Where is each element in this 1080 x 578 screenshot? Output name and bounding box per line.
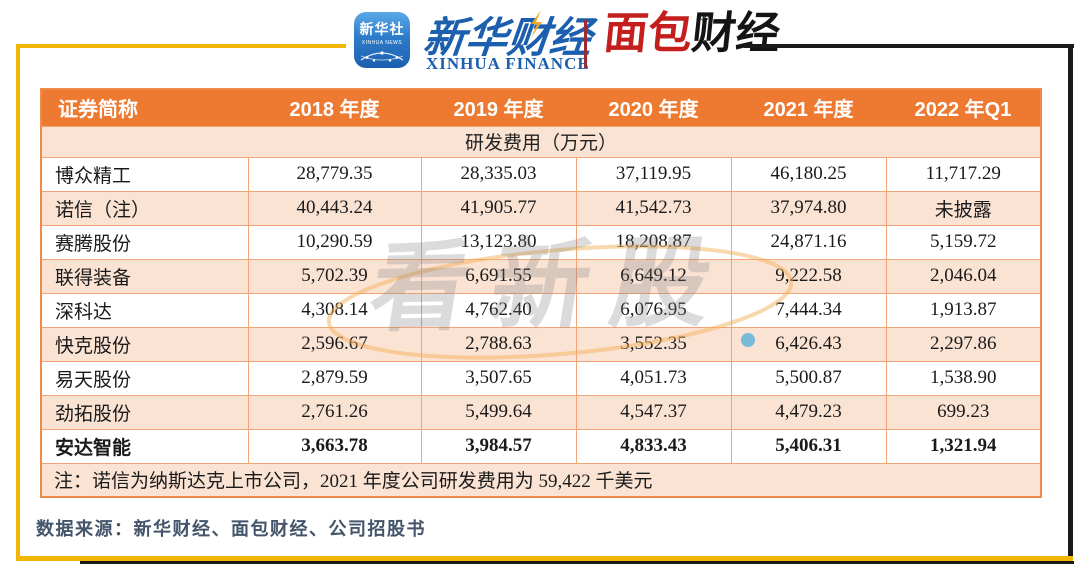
frame-top-gold-line bbox=[16, 44, 346, 48]
col-header-ticker: 证券简称 bbox=[41, 89, 248, 126]
cell-2019: 6,691.55 bbox=[420, 258, 577, 294]
cell-2020: 37,119.95 bbox=[575, 156, 732, 192]
cell-2018: 40,443.24 bbox=[247, 190, 422, 226]
cell-2018: 4,308.14 bbox=[247, 292, 422, 328]
cell-2019: 5,499.64 bbox=[420, 394, 577, 430]
cell-2018: 2,761.26 bbox=[247, 394, 422, 430]
cell-2019: 2,788.63 bbox=[420, 326, 577, 362]
cell-2020: 6,649.12 bbox=[575, 258, 732, 294]
cell-2022q1: 1,913.87 bbox=[885, 292, 1042, 328]
cell-2022q1: 1,538.90 bbox=[885, 360, 1042, 396]
company-name: 赛腾股份 bbox=[40, 224, 249, 260]
logo-divider bbox=[584, 20, 587, 68]
col-header-2019: 2019 年度 bbox=[421, 89, 576, 126]
cell-2018: 28,779.35 bbox=[247, 156, 422, 192]
cell-2021: 46,180.25 bbox=[730, 156, 887, 192]
xinhua-finance-wordmark-en: XINHUA FINANCE bbox=[426, 54, 590, 73]
cell-2021: 5,406.31 bbox=[730, 428, 887, 464]
xinhua-news-icon-subtitle: XINHUA NEWS bbox=[361, 40, 403, 46]
registered-trademark-icon: ® bbox=[700, 10, 709, 24]
table-note-row: 注：诺信为纳斯达克上市公司，2021 年度公司研发费用为 59,422 千美元 bbox=[40, 462, 1042, 498]
col-header-2018: 2018 年度 bbox=[248, 89, 421, 126]
xinhua-news-icon-title: 新华社 bbox=[359, 21, 405, 37]
company-name: 劲拓股份 bbox=[40, 394, 249, 430]
globe-network-icon bbox=[360, 51, 404, 62]
table-row-highlight: 安达智能 3,663.78 3,984.57 4,833.43 5,406.31… bbox=[40, 428, 1042, 464]
cell-2021: 9,222.58 bbox=[730, 258, 887, 294]
cell-2019: 3,507.65 bbox=[420, 360, 577, 396]
frame-bottom-gold-line bbox=[16, 556, 1073, 561]
cell-2019: 41,905.77 bbox=[420, 190, 577, 226]
col-header-2022q1: 2022 年Q1 bbox=[886, 89, 1041, 126]
cell-2018: 3,663.78 bbox=[247, 428, 422, 464]
cell-2022q1: 11,717.29 bbox=[885, 156, 1042, 192]
table-header-row: 证券简称 2018 年度 2019 年度 2020 年度 2021 年度 202… bbox=[41, 89, 1041, 126]
col-header-2021: 2021 年度 bbox=[731, 89, 886, 126]
cell-2018: 2,596.67 bbox=[247, 326, 422, 362]
breadfinance-wordmark-red: 面包 bbox=[601, 9, 695, 58]
company-name: 易天股份 bbox=[40, 360, 249, 396]
table-row: 深科达 4,308.14 4,762.40 6,076.95 7,444.34 … bbox=[40, 292, 1042, 328]
cell-2022q1: 2,046.04 bbox=[885, 258, 1042, 294]
company-name: 诺信（注） bbox=[40, 190, 249, 226]
cell-2021: 4,479.23 bbox=[730, 394, 887, 430]
company-name: 博众精工 bbox=[40, 156, 249, 192]
table-row: 赛腾股份 10,290.59 13,123.80 18,208.87 24,87… bbox=[40, 224, 1042, 260]
table-subheader-row: 研发费用（万元） bbox=[40, 125, 1042, 158]
cell-2020: 18,208.87 bbox=[575, 224, 732, 260]
lightning-accent-icon bbox=[531, 10, 542, 38]
cell-2018: 2,879.59 bbox=[247, 360, 422, 396]
cell-2021: 7,444.34 bbox=[730, 292, 887, 328]
table-row: 博众精工 28,779.35 28,335.03 37,119.95 46,18… bbox=[40, 156, 1042, 192]
rd-expense-table: 证券简称 2018 年度 2019 年度 2020 年度 2021 年度 202… bbox=[40, 88, 1042, 498]
cell-2020: 41,542.73 bbox=[575, 190, 732, 226]
cell-2018: 5,702.39 bbox=[247, 258, 422, 294]
table-note: 注：诺信为纳斯达克上市公司，2021 年度公司研发费用为 59,422 千美元 bbox=[40, 462, 1042, 498]
cell-2022q1: 1,321.94 bbox=[885, 428, 1042, 464]
cell-2021: 6,426.43 bbox=[730, 326, 887, 362]
cell-2019: 13,123.80 bbox=[420, 224, 577, 260]
cell-2022q1: 699.23 bbox=[885, 394, 1042, 430]
cell-2022q1: 未披露 bbox=[885, 190, 1042, 226]
table-row: 快克股份 2,596.67 2,788.63 3,552.35 6,426.43… bbox=[40, 326, 1042, 362]
cell-2020: 4,547.37 bbox=[575, 394, 732, 430]
table-row: 诺信（注） 40,443.24 41,905.77 41,542.73 37,9… bbox=[40, 190, 1042, 226]
table-row: 劲拓股份 2,761.26 5,499.64 4,547.37 4,479.23… bbox=[40, 394, 1042, 430]
col-header-2020: 2020 年度 bbox=[576, 89, 731, 126]
frame-right-black-line bbox=[1068, 44, 1073, 563]
company-name: 深科达 bbox=[40, 292, 249, 328]
cell-2020: 6,076.95 bbox=[575, 292, 732, 328]
xinhua-news-app-icon: 新华社 XINHUA NEWS bbox=[354, 12, 410, 68]
cell-2019: 28,335.03 bbox=[420, 156, 577, 192]
cell-2020: 4,051.73 bbox=[575, 360, 732, 396]
frame-left-gold-line bbox=[16, 44, 20, 561]
cell-2022q1: 5,159.72 bbox=[885, 224, 1042, 260]
table-row: 易天股份 2,879.59 3,507.65 4,051.73 5,500.87… bbox=[40, 360, 1042, 396]
cell-2022q1: 2,297.86 bbox=[885, 326, 1042, 362]
frame-bottom-black-shadow bbox=[80, 561, 1074, 564]
cell-2019: 4,762.40 bbox=[420, 292, 577, 328]
cell-2019: 3,984.57 bbox=[420, 428, 577, 464]
company-name: 安达智能 bbox=[40, 428, 249, 464]
breadfinance-wordmark: 面包财经 bbox=[601, 9, 782, 58]
cell-2020: 3,552.35 bbox=[575, 326, 732, 362]
cell-2021: 5,500.87 bbox=[730, 360, 887, 396]
company-name: 快克股份 bbox=[40, 326, 249, 362]
company-name: 联得装备 bbox=[40, 258, 249, 294]
table-row: 联得装备 5,702.39 6,691.55 6,649.12 9,222.58… bbox=[40, 258, 1042, 294]
cell-2021: 24,871.16 bbox=[730, 224, 887, 260]
data-source-caption: 数据来源：新华财经、面包财经、公司招股书 bbox=[36, 519, 426, 539]
cell-2018: 10,290.59 bbox=[247, 224, 422, 260]
cell-2021: 37,974.80 bbox=[730, 190, 887, 226]
table-subtitle: 研发费用（万元） bbox=[40, 125, 1042, 158]
frame-top-black-line bbox=[744, 44, 1074, 48]
cell-2020: 4,833.43 bbox=[575, 428, 732, 464]
